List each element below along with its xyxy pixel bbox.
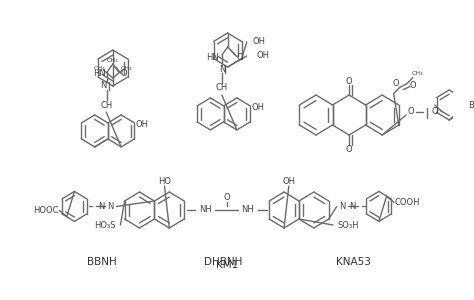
Text: OH: OH: [283, 178, 295, 187]
Text: HN: HN: [206, 52, 219, 62]
Text: O: O: [223, 194, 230, 202]
Text: OH: OH: [256, 52, 270, 61]
Text: O: O: [408, 106, 414, 116]
Text: N: N: [108, 202, 114, 211]
Text: KNA53: KNA53: [337, 257, 371, 267]
Text: CH₃: CH₃: [412, 71, 423, 76]
Text: O: O: [392, 79, 399, 88]
Text: N: N: [339, 202, 346, 211]
Text: OH: OH: [253, 38, 266, 46]
Text: CH: CH: [100, 100, 112, 109]
Text: KM1: KM1: [216, 260, 238, 270]
Text: COOH: COOH: [395, 198, 420, 207]
Text: OH: OH: [251, 103, 264, 112]
Text: CH₃: CH₃: [107, 58, 118, 64]
Text: HO: HO: [158, 178, 171, 187]
Text: DHBNH: DHBNH: [204, 257, 242, 267]
Text: CH₃: CH₃: [94, 65, 105, 70]
Text: O: O: [346, 145, 352, 154]
Text: OH: OH: [136, 120, 149, 129]
Text: O: O: [431, 107, 438, 116]
Text: N: N: [219, 64, 225, 74]
Text: N: N: [100, 82, 107, 91]
Text: HO₃S: HO₃S: [94, 220, 116, 230]
Text: BBNH: BBNH: [87, 257, 116, 267]
Text: N: N: [349, 202, 356, 211]
Text: N: N: [98, 202, 104, 211]
Text: O: O: [346, 76, 352, 85]
Text: CH₃: CH₃: [120, 65, 132, 70]
Text: NH: NH: [199, 206, 212, 214]
Text: SO₃H: SO₃H: [337, 220, 359, 230]
Text: O: O: [237, 52, 243, 62]
Text: HN: HN: [93, 70, 106, 79]
Text: NH: NH: [241, 206, 254, 214]
Text: CH: CH: [216, 83, 228, 92]
Text: HOOC: HOOC: [33, 206, 58, 215]
Text: O: O: [410, 81, 416, 90]
Text: O: O: [120, 70, 127, 79]
Text: Br: Br: [468, 100, 474, 109]
